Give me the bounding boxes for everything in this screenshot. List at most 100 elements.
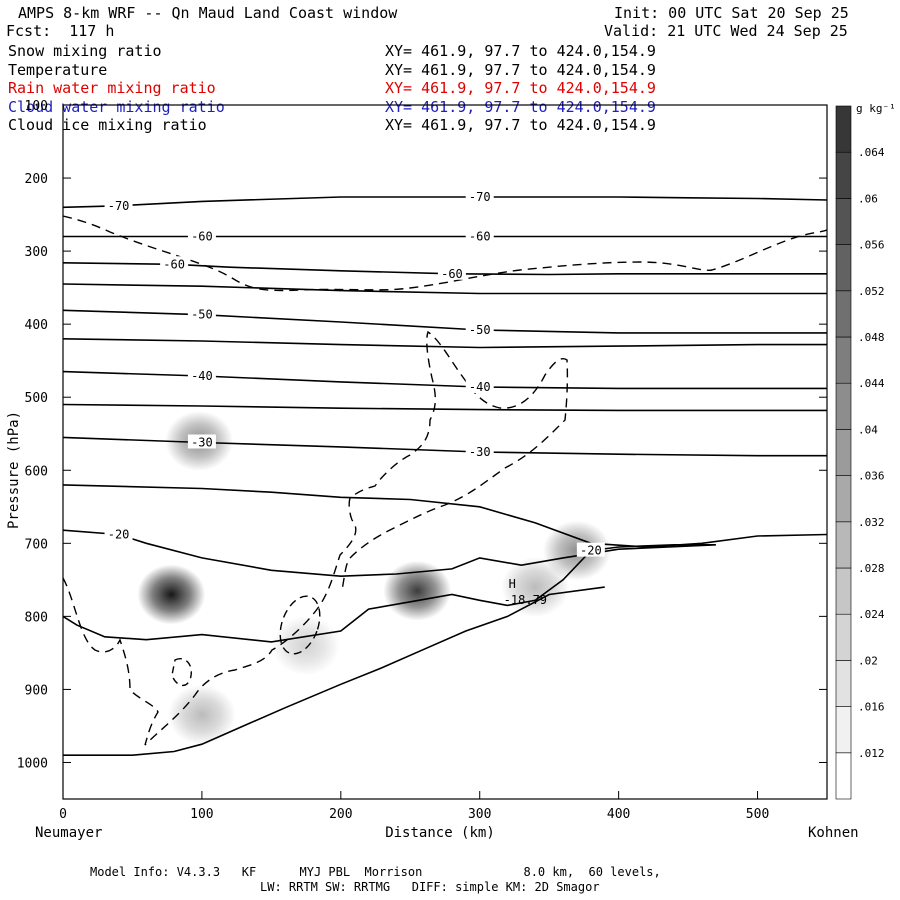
colorbar-tick-label: .04 <box>858 423 878 436</box>
field-xy: XY= 461.9, 97.7 to 424.0,154.9 <box>385 79 656 97</box>
y-axis-label: Pressure (hPa) <box>6 411 22 529</box>
snow-contour-small <box>171 658 192 687</box>
colorbar-tick-label: .032 <box>858 516 885 529</box>
snow-contours <box>63 215 827 746</box>
colorbar: .012 .016 .02 .024 .028 .032 .036 .04 .044 .048 .0… <box>835 102 896 800</box>
isotherm-label-bg <box>104 197 133 212</box>
isotherm-label: -40 <box>191 369 213 383</box>
field-xy: XY= 461.9, 97.7 to 424.0,154.9 <box>385 116 656 134</box>
isotherm-label-bg <box>437 265 466 280</box>
isotherm-label: -50 <box>469 323 491 337</box>
colorbar-bin <box>835 198 852 245</box>
isotherm-label-bg <box>160 256 189 271</box>
colorbar-bin <box>835 660 852 707</box>
y-tick-label: 500 <box>25 391 48 406</box>
colorbar-bin <box>835 613 852 661</box>
colorbar-bin <box>835 244 852 292</box>
chart-title: AMPS 8-km WRF -- Qn Maud Land Coast wind… <box>18 4 398 22</box>
isotherm-label: -60 <box>191 229 213 243</box>
snow-contour-upper <box>63 215 827 292</box>
field-name: Rain water mixing ratio <box>8 79 216 97</box>
right-endpoint-label: Kohnen <box>808 825 859 841</box>
left-endpoint-label: Neumayer <box>35 825 102 841</box>
isotherm-label-bg <box>187 228 216 243</box>
init-time: Init: 00 UTC Sat 20 Sep 25 <box>614 4 849 22</box>
cloud-blob <box>167 684 236 745</box>
y-tick-label: 900 <box>25 683 48 698</box>
isotherm-label-bg <box>576 542 605 557</box>
x-tick-label: 300 <box>468 807 491 822</box>
high-marker-letter: H <box>509 577 516 591</box>
y-tick-label: 200 <box>25 172 48 187</box>
snow-contour-plume <box>63 330 569 746</box>
isotherm-label: -50 <box>191 308 213 322</box>
colorbar-tick-label: .016 <box>858 701 885 714</box>
colorbar-bin <box>835 290 852 338</box>
isotherm-line <box>63 370 827 390</box>
colorbar-tick-label: .044 <box>858 377 885 390</box>
high-marker-value: -18.79 <box>504 593 547 607</box>
colorbar-tick-label: .06 <box>858 192 878 205</box>
colorbar-tick-label: .036 <box>858 470 885 483</box>
colorbar-tick-label: .028 <box>858 562 885 575</box>
cloud-shading <box>137 411 611 745</box>
field-xy: XY= 461.9, 97.7 to 424.0,154.9 <box>385 42 656 60</box>
isotherm-line <box>63 283 827 295</box>
isotherm-line <box>63 338 827 349</box>
model-info-line2: LW: RRTM SW: RRTMG DIFF: simple KM: 2D S… <box>260 880 600 894</box>
y-tick-label: 600 <box>25 464 48 479</box>
isotherm-label: -30 <box>469 445 491 459</box>
isotherm-line <box>63 586 605 756</box>
isotherm-label: -70 <box>108 199 130 213</box>
x-tick-label: 500 <box>746 807 769 822</box>
x-tick-label: 0 <box>59 807 67 822</box>
x-tick-label: 100 <box>190 807 213 822</box>
colorbar-bin <box>835 706 852 754</box>
cloud-blob <box>272 615 341 676</box>
isotherm-label-bg <box>465 322 494 337</box>
isotherm-label-bg <box>104 526 133 541</box>
isotherm-label-bg <box>465 189 494 204</box>
colorbar-bin <box>835 475 852 523</box>
model-info-line1: Model Info: V4.3.3 KF MYJ PBL Morrison 8… <box>90 865 661 879</box>
x-tick-label: 400 <box>607 807 630 822</box>
colorbar-bin <box>835 429 852 476</box>
y-tick-label: 1000 <box>17 756 48 771</box>
cloud-blob <box>383 560 452 621</box>
isotherm-label-bg <box>187 434 216 449</box>
x-tick-label: 200 <box>329 807 352 822</box>
snow-contour-loop <box>279 595 321 655</box>
valid-time: Valid: 21 UTC Wed 24 Sep 25 <box>604 22 848 40</box>
isotherm-label-bg <box>465 228 494 243</box>
cloud-blob <box>137 564 206 625</box>
colorbar-tick-label: .02 <box>858 654 878 667</box>
y-tick-label: 700 <box>25 537 48 552</box>
field-name: Cloud water mixing ratio <box>8 97 225 116</box>
colorbar-bin <box>835 105 852 153</box>
field-name: Snow mixing ratio <box>8 42 162 60</box>
colorbar-tick-label: .064 <box>858 146 885 159</box>
colorbar-tick-label: .012 <box>858 747 885 760</box>
y-tick-label: 400 <box>25 318 48 333</box>
isotherm-line <box>63 403 827 412</box>
field-name: Temperature <box>8 60 108 79</box>
isotherm-label-bg <box>187 306 216 321</box>
isotherm-label: -20 <box>108 528 130 542</box>
y-tick-label: 300 <box>25 245 48 260</box>
colorbar-bin <box>835 567 852 615</box>
colorbar-bin <box>835 336 852 384</box>
isotherm-label: -60 <box>163 257 185 271</box>
colorbar-tick-label: .024 <box>858 608 885 621</box>
x-axis-label: Distance (km) <box>385 825 495 841</box>
field-xy: XY= 461.9, 97.7 to 424.0,154.9 <box>385 97 656 116</box>
isotherm-label: -20 <box>580 544 602 558</box>
y-tick-label: 800 <box>25 610 48 625</box>
isotherm-label: -30 <box>191 436 213 450</box>
y-tick-label: 100 <box>25 99 48 114</box>
plot-frame <box>62 104 828 800</box>
isotherm-label-bg <box>465 444 494 458</box>
colorbar-tick-label: .052 <box>858 285 885 298</box>
isotherm-label-bg <box>187 368 216 383</box>
forecast-hour: Fcst: 117 h <box>6 22 115 40</box>
